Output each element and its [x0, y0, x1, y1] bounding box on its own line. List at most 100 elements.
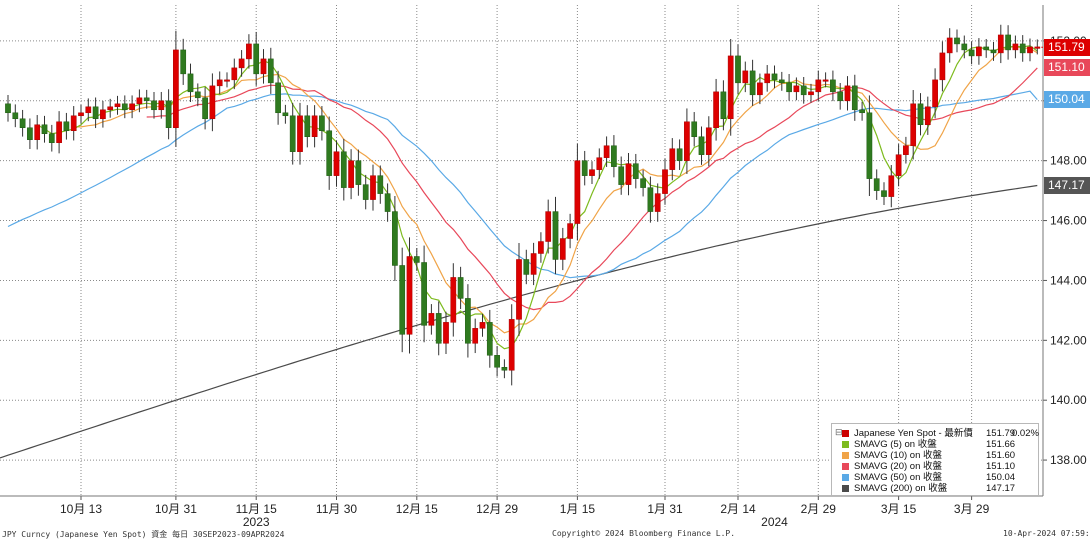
candle-body — [757, 82, 763, 96]
legend-row-sma5: SMAVG (5) on 收盤 151.66 — [842, 439, 1036, 450]
candle-body — [421, 262, 427, 326]
x-tick-label: 11月 30 — [316, 502, 357, 516]
candle-body — [808, 91, 814, 96]
candle-body — [173, 49, 179, 128]
candle-body — [516, 259, 522, 320]
x-tick-label: 1月 15 — [560, 502, 596, 516]
candle-body — [567, 223, 573, 239]
candle-body — [34, 124, 41, 140]
candle-body — [625, 163, 632, 185]
candle-body — [362, 184, 369, 200]
x-tick-label: 3月 29 — [954, 502, 990, 516]
legend-series-value: 151.10 — [986, 461, 1016, 472]
y-tick-label: 144.00 — [1050, 273, 1087, 287]
legend-series-change: 0.02% — [1012, 428, 1039, 439]
candle-body — [297, 115, 303, 152]
candle-body — [727, 55, 734, 120]
candle-body — [822, 79, 829, 82]
x-tick-label: 1月 31 — [647, 502, 683, 516]
candle-body — [19, 118, 26, 129]
candle-body — [187, 73, 194, 93]
legend-row-sma200: SMAVG (200) on 收盤 147.17 — [842, 483, 1036, 494]
legend-swatch — [842, 430, 849, 437]
y-tick-label: 148.00 — [1050, 154, 1087, 168]
candle-body — [311, 115, 318, 137]
candle-body — [143, 97, 150, 102]
candle-body — [85, 106, 92, 114]
candle-body — [749, 70, 756, 96]
candle-body — [596, 157, 603, 170]
candle-body — [764, 73, 771, 84]
candle-body — [48, 133, 55, 143]
candle-body — [997, 34, 1004, 54]
candle-body — [333, 151, 340, 176]
legend-row-sma50: SMAVG (50) on 收盤 150.04 — [842, 472, 1036, 483]
y-tick-label: 138.00 — [1050, 453, 1087, 467]
candle-body — [932, 79, 938, 108]
candle-body — [851, 85, 858, 111]
legend-series-name: SMAVG (20) on 收盤 — [854, 461, 942, 472]
candle-body — [793, 85, 800, 93]
candle-body — [267, 58, 274, 84]
legend-swatch — [842, 485, 849, 492]
candle-body — [41, 124, 48, 134]
legend-row-sma20: SMAVG (20) on 收盤 151.10 — [842, 461, 1036, 472]
candle-body — [946, 37, 953, 54]
legend-series-value: 147.17 — [986, 483, 1016, 494]
x-tick-label: 3月 15 — [881, 502, 917, 516]
footer-timestamp: 10-Apr-2024 07:59:37 — [1003, 529, 1090, 538]
x-tick-label: 11月 15 — [236, 502, 277, 516]
candle-body — [443, 322, 449, 344]
candle-body — [457, 277, 464, 299]
candle-body — [786, 82, 792, 93]
candle-body — [450, 277, 457, 323]
legend-collapse-icon[interactable]: ⊟ — [835, 427, 843, 437]
candle-body — [954, 37, 960, 45]
candle-body — [319, 115, 325, 131]
candle-body — [669, 148, 676, 170]
candle-body — [121, 103, 128, 111]
candle-body — [873, 178, 880, 191]
candle-body — [961, 43, 968, 51]
y-tick-label: 140.00 — [1050, 393, 1087, 407]
candle-body — [844, 85, 851, 102]
candle-body — [289, 115, 296, 152]
legend-series-name: SMAVG (200) on 收盤 — [854, 483, 948, 494]
price-tag-sma50: 150.04 — [1044, 91, 1090, 109]
legend-series-value: 151.60 — [986, 450, 1016, 461]
candle-body — [815, 79, 822, 93]
candle-body — [78, 112, 84, 117]
candle-body — [194, 91, 201, 99]
candle-body — [508, 319, 515, 371]
candle-body — [253, 43, 260, 75]
candle-body — [589, 169, 595, 176]
candle-body — [472, 328, 479, 344]
candle-body — [523, 259, 530, 275]
candle-body — [735, 55, 741, 84]
footer-ticker: JPY Curncy (Japanese Yen Spot) 資金 每日 30S… — [2, 530, 285, 539]
sma200-line — [0, 184, 1038, 459]
price-tag-last: 151.79 — [1044, 38, 1090, 56]
candle-body — [1005, 34, 1011, 51]
candle-body — [771, 73, 778, 81]
candle-body — [859, 109, 865, 114]
legend-swatch — [842, 452, 849, 459]
candle-body — [632, 163, 639, 179]
candle-body — [1034, 46, 1041, 49]
candle-body — [778, 79, 785, 84]
candle-body — [231, 67, 238, 81]
candle-body — [282, 112, 289, 117]
candle-body — [63, 121, 70, 131]
candle-body — [384, 193, 391, 212]
candle-body — [691, 121, 698, 137]
candle-body — [538, 241, 544, 254]
x-year-label: 2023 — [243, 515, 270, 529]
candle-body — [1012, 43, 1019, 51]
candle-body — [837, 91, 844, 102]
candle-body — [881, 190, 887, 197]
candle-body — [486, 322, 493, 356]
candle-body — [216, 79, 223, 87]
chart-legend: ⊟ Japanese Yen Spot - 最新價 151.79 0.02% S… — [831, 423, 1039, 496]
candle-body — [246, 43, 252, 60]
candle-body — [574, 160, 581, 224]
